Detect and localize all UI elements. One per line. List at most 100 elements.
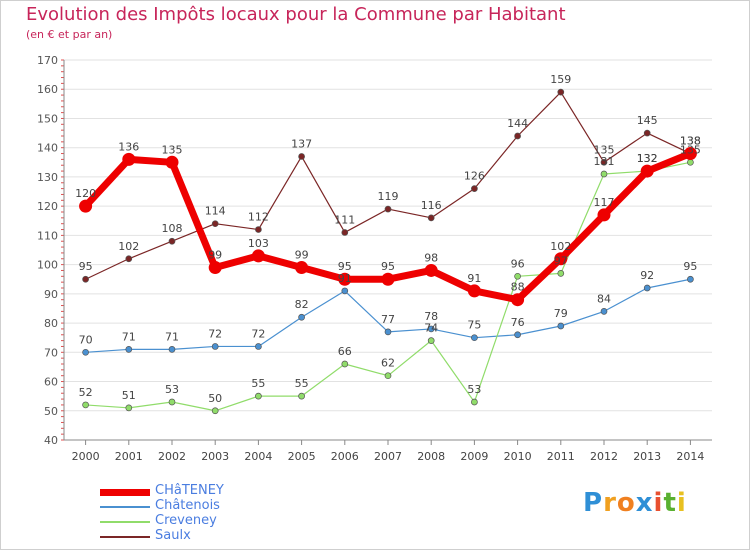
logo-letter: P bbox=[583, 488, 604, 518]
data-label: 51 bbox=[122, 389, 136, 402]
data-point bbox=[683, 147, 697, 161]
data-label: 108 bbox=[162, 222, 183, 235]
logo-letter: t bbox=[663, 488, 677, 518]
data-point bbox=[600, 158, 608, 166]
data-point bbox=[255, 343, 262, 350]
data-label: 135 bbox=[162, 143, 183, 156]
data-label: 52 bbox=[79, 386, 93, 399]
y-tick-label: 160 bbox=[37, 83, 58, 96]
y-tick-label: 150 bbox=[37, 112, 58, 125]
data-label: 102 bbox=[118, 240, 139, 253]
data-label: 53 bbox=[165, 383, 179, 396]
data-point bbox=[298, 392, 305, 400]
data-label: 96 bbox=[511, 257, 525, 270]
x-tick-label: 2010 bbox=[504, 450, 532, 463]
x-tick-label: 2007 bbox=[374, 450, 402, 463]
data-point bbox=[427, 214, 435, 222]
data-point bbox=[255, 226, 262, 233]
data-label: 53 bbox=[467, 383, 481, 396]
data-point bbox=[384, 328, 392, 336]
data-point bbox=[125, 255, 133, 263]
y-tick-label: 40 bbox=[44, 434, 58, 447]
data-point bbox=[514, 272, 521, 280]
data-label: 72 bbox=[208, 327, 222, 340]
data-point bbox=[338, 272, 352, 286]
data-label: 116 bbox=[421, 199, 442, 212]
data-label: 114 bbox=[205, 205, 226, 218]
data-label: 74 bbox=[424, 322, 438, 335]
y-tick-label: 60 bbox=[44, 376, 58, 389]
logo-letter: x bbox=[635, 488, 654, 518]
proxiti-logo: Proxiti bbox=[583, 488, 687, 518]
data-point bbox=[168, 237, 176, 245]
plot-area bbox=[64, 60, 712, 440]
data-point bbox=[255, 392, 262, 400]
data-label: 131 bbox=[594, 155, 615, 168]
legend-swatch bbox=[100, 488, 150, 496]
data-point bbox=[79, 199, 93, 213]
data-label: 95 bbox=[338, 260, 352, 273]
data-point bbox=[600, 170, 608, 178]
data-label: 50 bbox=[208, 392, 222, 405]
y-tick-label: 80 bbox=[44, 317, 58, 330]
legend-label: Creveney bbox=[155, 513, 217, 528]
y-tick-label: 90 bbox=[44, 288, 58, 301]
data-label: 135 bbox=[680, 143, 701, 156]
data-point bbox=[511, 293, 525, 307]
logo-letter: i bbox=[653, 488, 664, 518]
data-point bbox=[424, 263, 438, 277]
data-label: 95 bbox=[683, 260, 697, 273]
data-point bbox=[341, 229, 349, 236]
data-point bbox=[557, 88, 565, 96]
data-point bbox=[295, 261, 309, 275]
data-point bbox=[384, 205, 392, 213]
data-label: 98 bbox=[424, 251, 438, 264]
data-point bbox=[600, 308, 608, 315]
legend-swatch bbox=[100, 521, 150, 523]
data-point bbox=[640, 164, 654, 178]
data-point bbox=[557, 270, 565, 277]
data-label: 126 bbox=[464, 170, 485, 183]
data-point bbox=[471, 334, 478, 342]
data-point bbox=[514, 132, 521, 140]
data-label: 72 bbox=[251, 327, 265, 340]
data-label: 91 bbox=[467, 272, 481, 285]
logo-letter: i bbox=[676, 488, 687, 518]
data-label: 138 bbox=[680, 135, 701, 148]
x-tick-label: 2006 bbox=[331, 450, 359, 463]
data-label: 55 bbox=[295, 377, 309, 390]
data-point bbox=[298, 313, 305, 321]
data-label: 82 bbox=[295, 298, 309, 311]
data-label: 111 bbox=[334, 213, 355, 226]
y-tick-label: 50 bbox=[44, 405, 58, 418]
x-tick-label: 2004 bbox=[244, 450, 272, 463]
data-label: 103 bbox=[248, 237, 269, 250]
data-label: 117 bbox=[594, 196, 615, 209]
legend-swatch bbox=[100, 536, 150, 538]
x-tick-label: 2003 bbox=[201, 450, 229, 463]
x-tick-label: 2013 bbox=[633, 450, 661, 463]
logo-letter: r bbox=[603, 488, 617, 518]
data-label: 102 bbox=[550, 240, 571, 253]
data-point bbox=[554, 252, 568, 266]
y-tick-label: 170 bbox=[37, 54, 58, 67]
data-label: 99 bbox=[208, 249, 222, 262]
data-label: 135 bbox=[594, 143, 615, 156]
data-point bbox=[467, 284, 481, 298]
legend-label: Châtenois bbox=[155, 498, 220, 513]
data-label: 145 bbox=[637, 114, 658, 127]
data-point bbox=[687, 275, 694, 283]
data-point bbox=[125, 346, 133, 353]
data-label: 99 bbox=[295, 249, 309, 262]
data-label: 97 bbox=[554, 254, 568, 267]
data-point bbox=[471, 185, 478, 192]
data-label: 70 bbox=[79, 333, 93, 346]
y-tick-label: 130 bbox=[37, 171, 58, 184]
data-point bbox=[381, 272, 395, 286]
data-point bbox=[208, 261, 222, 275]
data-point bbox=[384, 372, 392, 380]
data-label: 62 bbox=[381, 357, 395, 370]
y-tick-label: 120 bbox=[37, 200, 58, 213]
data-label: 77 bbox=[381, 313, 395, 326]
data-point bbox=[597, 208, 611, 222]
